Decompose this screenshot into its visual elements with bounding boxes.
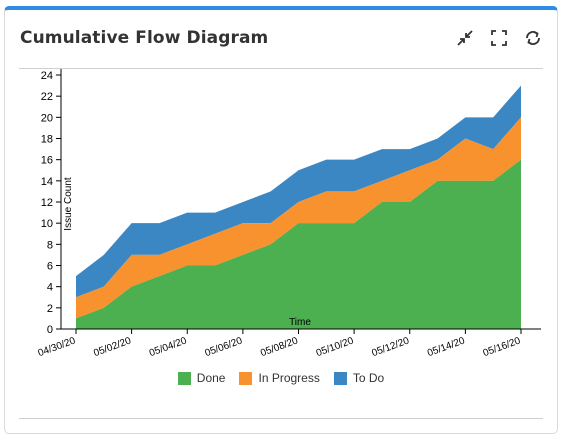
y-axis-label: Issue Count — [63, 177, 74, 231]
header-divider — [19, 68, 543, 69]
y-tick-label: 0 — [47, 324, 53, 336]
x-tick-label: 05/10/20 — [315, 335, 356, 359]
y-tick-label: 4 — [47, 282, 53, 294]
y-tick-label: 20 — [41, 112, 53, 124]
area-in-progress — [76, 117, 521, 319]
x-tick-label: 05/14/20 — [426, 335, 467, 359]
collapse-icon[interactable] — [455, 28, 475, 48]
area-done — [76, 159, 521, 329]
legend-item-done[interactable]: Done — [177, 371, 226, 385]
cumulative-flow-card: Cumulative Flow Diagram — [4, 6, 558, 434]
y-tick-label: 2 — [47, 303, 53, 315]
y-tick-label: 8 — [47, 239, 53, 251]
legend-label: To Do — [352, 371, 385, 385]
card-toolbar — [455, 28, 543, 48]
refresh-icon[interactable] — [523, 28, 543, 48]
legend-item-in-progress[interactable]: In Progress — [239, 371, 320, 385]
x-tick-label: 05/08/20 — [259, 335, 300, 359]
x-tick-label: 05/02/20 — [92, 335, 133, 359]
legend-swatch — [239, 371, 253, 385]
card-header: Cumulative Flow Diagram — [5, 10, 557, 68]
x-axis-label: Time — [289, 317, 311, 328]
legend-swatch — [177, 371, 191, 385]
x-tick-label: 04/30/20 — [37, 335, 78, 359]
y-tick-label: 6 — [47, 261, 53, 273]
legend-label: In Progress — [258, 371, 320, 385]
chart-legend: Done In Progress To Do — [5, 371, 557, 385]
card-title: Cumulative Flow Diagram — [20, 28, 269, 48]
x-tick-label: 05/06/20 — [204, 335, 245, 359]
y-tick-label: 14 — [41, 176, 53, 188]
x-tick-label: 05/04/20 — [148, 335, 189, 359]
y-tick-label: 10 — [41, 218, 53, 230]
y-tick-label: 18 — [41, 134, 53, 146]
y-tick-label: 24 — [41, 70, 53, 82]
legend-item-to-do[interactable]: To Do — [333, 371, 385, 385]
x-tick-label: 05/12/20 — [370, 335, 411, 359]
legend-label: Done — [196, 371, 226, 385]
footer-divider — [19, 418, 543, 419]
y-tick-label: 22 — [41, 91, 53, 103]
fullscreen-icon[interactable] — [489, 28, 509, 48]
legend-swatch — [333, 371, 347, 385]
y-tick-label: 12 — [41, 197, 53, 209]
x-tick-label: 05/16/20 — [482, 335, 523, 359]
y-tick-label: 16 — [41, 155, 53, 167]
